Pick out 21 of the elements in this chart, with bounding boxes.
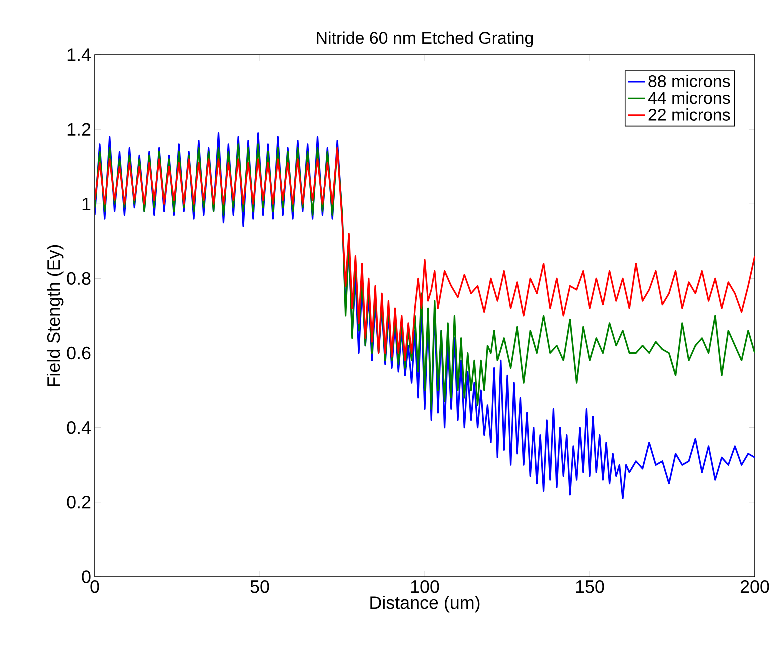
y-tick-label: 1 <box>82 198 91 210</box>
x-tick-label: 50 <box>250 580 270 594</box>
chart-title: Nitride 60 nm Etched Grating <box>317 32 534 48</box>
y-tick-label: 0 <box>82 570 91 584</box>
y-tick-label: 1.4 <box>68 48 91 62</box>
legend-label: 22 microns <box>648 108 730 121</box>
y-tick-label: 1.2 <box>68 123 91 136</box>
y-tick-label: 0.2 <box>67 496 91 509</box>
line-series <box>95 147 756 362</box>
y-axis-title: Field Stength (Ey) <box>47 245 64 386</box>
x-tick-label: 100 <box>411 580 440 594</box>
y-tick-label: 0.8 <box>67 272 91 286</box>
x-tick-label: 150 <box>576 580 604 594</box>
x-tick-label: 200 <box>740 580 770 594</box>
legend-label: 44 microns <box>648 92 730 104</box>
x-tick-label: 0 <box>90 580 100 594</box>
line-series <box>95 144 756 410</box>
y-tick-label: 0.6 <box>67 346 91 360</box>
legend-label: 88 microns <box>648 75 730 88</box>
y-tick-label: 0.4 <box>67 421 91 434</box>
x-axis-title: Distance (um) <box>370 596 480 613</box>
